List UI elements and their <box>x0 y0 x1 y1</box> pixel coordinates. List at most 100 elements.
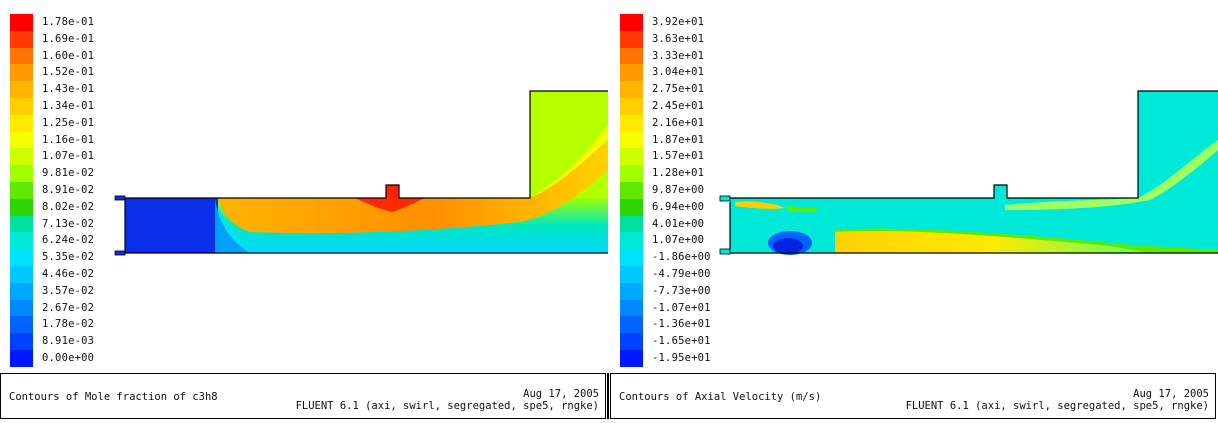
legend-label: 3.63e+01 <box>652 32 705 45</box>
legend-label: 1.34e-01 <box>42 99 95 112</box>
plot-footer: Contours of Axial Velocity (m/s) Aug 17,… <box>610 373 1216 419</box>
legend-swatch <box>10 249 33 266</box>
legend-swatch <box>10 64 33 82</box>
legend-swatch <box>620 282 643 300</box>
legend-label: 9.87e+00 <box>652 183 705 196</box>
legend-label: 4.46e-02 <box>42 267 95 280</box>
legend-swatch <box>620 249 643 266</box>
legend-swatch <box>10 14 33 31</box>
legend-label: 4.01e+00 <box>652 217 705 230</box>
legend-swatch <box>620 181 643 199</box>
legend-label: 1.43e-01 <box>42 83 95 96</box>
legend-swatch <box>10 282 33 300</box>
legend-swatch <box>620 131 643 149</box>
legend-swatch <box>10 349 33 367</box>
footer-date: Aug 17, 2005 <box>523 388 599 400</box>
legend-swatch <box>10 215 33 233</box>
legend-swatch <box>10 97 33 115</box>
legend-swatch <box>10 316 33 334</box>
legend-swatch <box>620 215 643 233</box>
legend-label: 1.57e+01 <box>652 150 705 163</box>
legend-swatch <box>10 165 33 182</box>
legend-swatch <box>620 316 643 334</box>
legend-swatch <box>10 198 33 216</box>
legend-label: 5.35e-02 <box>42 251 95 264</box>
legend-label: 0.00e+00 <box>42 351 95 364</box>
legend-swatch <box>10 148 33 166</box>
legend-swatch <box>620 198 643 216</box>
legend-swatch <box>10 114 33 132</box>
color-legend-labels: 1.78e-01 1.69e-01 1.60e-01 1.52e-01 1.43e-01… <box>42 14 94 367</box>
legend-label: -4.79e+00 <box>652 267 711 280</box>
legend-swatch <box>620 97 643 115</box>
legend-swatch <box>10 47 33 65</box>
color-legend-bar <box>10 14 33 367</box>
legend-label: 1.25e-01 <box>42 116 95 129</box>
legend-label: 1.28e+01 <box>652 167 705 180</box>
legend-label: 3.57e-02 <box>42 284 95 297</box>
legend-swatch <box>620 265 643 283</box>
footer-solver-info: FLUENT 6.1 (axi, swirl, segregated, spe5… <box>905 400 1209 412</box>
legend-label: -1.65e+01 <box>652 335 711 348</box>
contour-plot-mole-fraction <box>114 90 608 256</box>
legend-label: 6.94e+00 <box>652 200 705 213</box>
legend-swatch <box>10 232 33 250</box>
legend-label: -1.36e+01 <box>652 318 711 331</box>
notch-region <box>386 185 399 198</box>
plot-footer: Contours of Mole fraction of c3h8 Aug 17… <box>0 373 606 419</box>
legend-swatch <box>620 299 643 317</box>
legend-label: -1.95e+01 <box>652 351 711 364</box>
geometry-outline <box>720 90 1218 254</box>
legend-swatch <box>10 30 33 48</box>
legend-label: 2.45e+01 <box>652 99 705 112</box>
legend-swatch <box>620 14 643 31</box>
legend-swatch <box>10 81 33 98</box>
legend-label: 9.81e-02 <box>42 167 95 180</box>
legend-swatch <box>620 165 643 182</box>
legend-label: 1.16e-01 <box>42 133 95 146</box>
legend-label: 3.33e+01 <box>652 49 705 62</box>
legend-swatch <box>620 333 643 350</box>
footer-date: Aug 17, 2005 <box>1133 388 1209 400</box>
legend-label: 1.87e+01 <box>652 133 705 146</box>
legend-label: 2.75e+01 <box>652 83 705 96</box>
legend-label: 1.78e-02 <box>42 318 95 331</box>
legend-swatch <box>620 349 643 367</box>
legend-swatch <box>10 265 33 283</box>
footer-title: Contours of Axial Velocity (m/s) <box>619 391 822 403</box>
legend-label: 2.67e-02 <box>42 301 95 314</box>
contour-plot-axial-velocity <box>719 90 1218 255</box>
legend-swatch <box>620 64 643 82</box>
legend-label: -1.07e+01 <box>652 301 711 314</box>
legend-swatch <box>10 131 33 149</box>
footer-solver-info: FLUENT 6.1 (axi, swirl, segregated, spe5… <box>295 400 599 412</box>
legend-label: 3.04e+01 <box>652 66 705 79</box>
notch-region <box>994 185 1007 198</box>
legend-swatch <box>620 81 643 98</box>
legend-label: 1.78e-01 <box>42 16 95 28</box>
legend-swatch <box>620 30 643 48</box>
legend-label: 1.60e-01 <box>42 49 95 62</box>
legend-label: 8.02e-02 <box>42 200 95 213</box>
legend-label: 1.52e-01 <box>42 66 95 79</box>
legend-swatch <box>10 181 33 199</box>
legend-label: 1.07e+00 <box>652 234 705 247</box>
legend-label: 8.91e-02 <box>42 183 95 196</box>
legend-swatch <box>10 299 33 317</box>
legend-swatch <box>620 148 643 166</box>
legend-swatch <box>620 114 643 132</box>
legend-label: 8.91e-03 <box>42 335 95 348</box>
axial-velocity-panel: 3.92e+01 3.63e+01 3.33e+01 3.04e+01 2.75e+01… <box>610 0 1218 423</box>
legend-label: 1.69e-01 <box>42 32 95 45</box>
legend-swatch <box>620 232 643 250</box>
legend-label: 3.92e+01 <box>652 16 705 28</box>
legend-label: 7.13e-02 <box>42 217 95 230</box>
legend-label: 2.16e+01 <box>652 116 705 129</box>
domain-inlet-region <box>125 198 218 253</box>
legend-swatch <box>620 47 643 65</box>
color-legend-labels: 3.92e+01 3.63e+01 3.33e+01 3.04e+01 2.75e+01… <box>652 14 711 367</box>
legend-swatch <box>10 333 33 350</box>
legend-label: -1.86e+00 <box>652 251 711 264</box>
legend-label: 1.07e-01 <box>42 150 95 163</box>
color-legend-bar <box>620 14 643 367</box>
